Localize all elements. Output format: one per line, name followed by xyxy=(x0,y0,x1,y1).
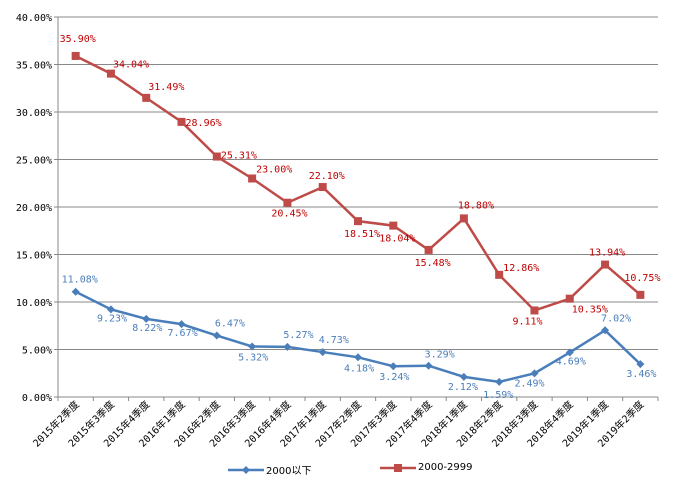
data-label: 10.75% xyxy=(624,273,660,284)
data-point-diamond xyxy=(565,348,574,357)
data-label: 9.11% xyxy=(512,316,542,327)
data-point-diamond xyxy=(142,314,151,323)
series-line-1 xyxy=(75,54,642,312)
y-tick-label: 25.00% xyxy=(16,156,52,167)
data-point-square xyxy=(212,152,221,161)
data-label: 18.04% xyxy=(379,234,415,245)
data-label: 13.94% xyxy=(589,248,625,259)
data-label: 25.31% xyxy=(221,151,257,162)
data-point-square xyxy=(601,260,610,269)
data-point-diamond xyxy=(636,360,645,369)
data-label: 8.22% xyxy=(132,323,162,334)
data-point-square xyxy=(636,290,645,299)
data-point-diamond xyxy=(71,287,80,296)
data-label: 2.12% xyxy=(448,382,478,393)
data-label: 5.27% xyxy=(283,330,313,341)
data-label: 23.00% xyxy=(256,165,292,176)
diamond-marker-icon xyxy=(228,465,264,474)
data-point-diamond xyxy=(248,342,257,351)
data-point-square xyxy=(283,198,292,207)
legend-item-2000-2999: 2000-2999 xyxy=(380,462,473,473)
data-label: 20.45% xyxy=(271,209,307,220)
data-label: 18.80% xyxy=(458,200,494,211)
data-label: 34.04% xyxy=(113,60,149,71)
data-point-diamond xyxy=(354,353,362,362)
data-point-square xyxy=(248,174,257,183)
data-point-square xyxy=(565,294,574,303)
data-label: 4.18% xyxy=(344,363,374,374)
data-point-square xyxy=(459,214,468,223)
data-point-square xyxy=(318,183,327,192)
y-tick-label: 30.00% xyxy=(16,108,52,119)
data-label: 35.90% xyxy=(60,34,96,45)
data-label: 6.47% xyxy=(215,319,245,330)
data-label: 31.49% xyxy=(148,82,184,93)
y-tick-label: 15.00% xyxy=(16,251,52,262)
data-point-diamond xyxy=(283,342,292,351)
data-label: 10.35% xyxy=(572,305,608,316)
data-point-square xyxy=(71,51,80,60)
data-label: 2.49% xyxy=(514,378,544,389)
data-point-square xyxy=(106,69,115,78)
data-point-square xyxy=(177,117,186,126)
data-label: 15.48% xyxy=(415,258,451,269)
data-label: 3.46% xyxy=(626,369,656,380)
legend-label: 2000以下 xyxy=(266,466,312,477)
data-point-diamond xyxy=(106,305,115,314)
data-label: 28.96% xyxy=(186,118,222,129)
data-label: 12.86% xyxy=(503,263,539,274)
data-label: 22.10% xyxy=(309,171,345,182)
data-point-square xyxy=(530,306,539,315)
data-point-diamond xyxy=(177,320,186,329)
data-point-square xyxy=(142,93,151,102)
square-marker-icon xyxy=(380,463,416,472)
y-tick-label: 40.00% xyxy=(16,13,52,24)
data-point-diamond xyxy=(530,369,539,378)
data-label: 4.73% xyxy=(319,335,349,346)
data-point-diamond xyxy=(601,326,610,335)
y-tick-label: 5.00% xyxy=(22,346,52,357)
data-label: 7.02% xyxy=(601,313,631,324)
y-tick-label: 35.00% xyxy=(16,61,52,72)
data-label: 3.24% xyxy=(379,372,409,383)
data-label: 18.51% xyxy=(344,229,380,240)
data-label: 1.59% xyxy=(483,390,513,401)
y-tick-label: 0.00% xyxy=(22,393,52,404)
data-point-diamond xyxy=(212,331,221,340)
data-label: 4.69% xyxy=(556,356,586,367)
y-tick-label: 20.00% xyxy=(16,203,52,214)
legend-label: 2000-2999 xyxy=(418,462,473,473)
data-point-square xyxy=(354,217,362,226)
data-point-diamond xyxy=(318,348,327,357)
data-label: 11.08% xyxy=(62,275,98,286)
data-point-diamond xyxy=(459,372,468,381)
y-tick-label: 10.00% xyxy=(16,298,52,309)
data-point-diamond xyxy=(389,362,398,371)
data-point-square xyxy=(389,221,398,230)
data-point-diamond xyxy=(495,377,504,386)
data-point-square xyxy=(495,270,504,279)
data-point-diamond xyxy=(424,361,433,370)
data-label: 7.67% xyxy=(168,328,198,339)
legend-item-2000-below: 2000以下 xyxy=(228,462,311,477)
data-label: 9.23% xyxy=(97,313,127,324)
data-point-square xyxy=(424,245,433,254)
data-label: 5.32% xyxy=(238,352,268,363)
data-label: 3.29% xyxy=(425,350,455,361)
